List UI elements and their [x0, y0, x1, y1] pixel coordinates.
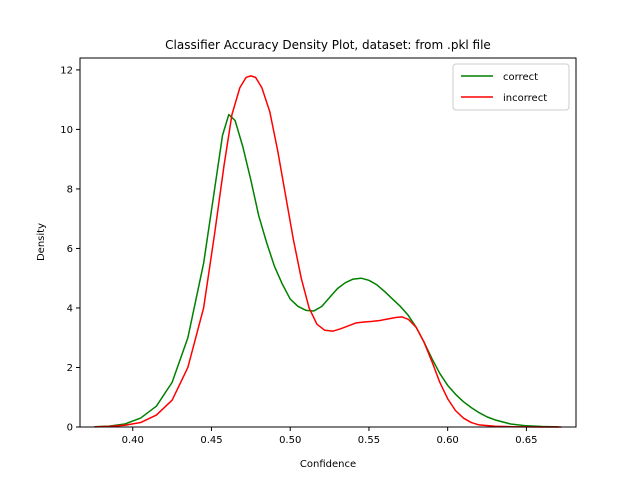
plot-background [80, 58, 576, 427]
x-tick-label: 0.55 [358, 435, 380, 446]
y-axis-label: Density [36, 223, 47, 261]
y-tick-label: 8 [67, 184, 73, 195]
y-axis: 0 2 4 6 8 10 12 [60, 65, 80, 434]
y-tick-label: 12 [60, 65, 73, 76]
x-axis-label: Confidence [300, 459, 356, 470]
y-tick-label: 10 [60, 125, 73, 136]
x-tick-label: 0.45 [200, 435, 222, 446]
series-layer [94, 75, 562, 428]
legend: correct incorrect [452, 63, 570, 111]
legend-label-correct: correct [503, 72, 538, 83]
y-tick-label: 6 [67, 244, 73, 255]
y-tick-label: 4 [67, 303, 73, 314]
series-line-correct [94, 113, 559, 428]
chart-title: Classifier Accuracy Density Plot, datase… [165, 38, 491, 52]
legend-label-incorrect: incorrect [503, 93, 547, 104]
plot-frame [79, 57, 577, 428]
y-tick-label: 2 [67, 363, 73, 374]
x-tick-label: 0.50 [279, 435, 301, 446]
x-axis: 0.40 0.45 0.50 0.55 0.60 0.65 [122, 427, 538, 446]
x-tick-label: 0.65 [515, 435, 537, 446]
series-line-incorrect [94, 75, 562, 428]
x-tick-label: 0.60 [437, 435, 459, 446]
x-tick-label: 0.40 [122, 435, 144, 446]
plot-area [79, 57, 577, 428]
y-tick-label: 0 [67, 423, 73, 434]
